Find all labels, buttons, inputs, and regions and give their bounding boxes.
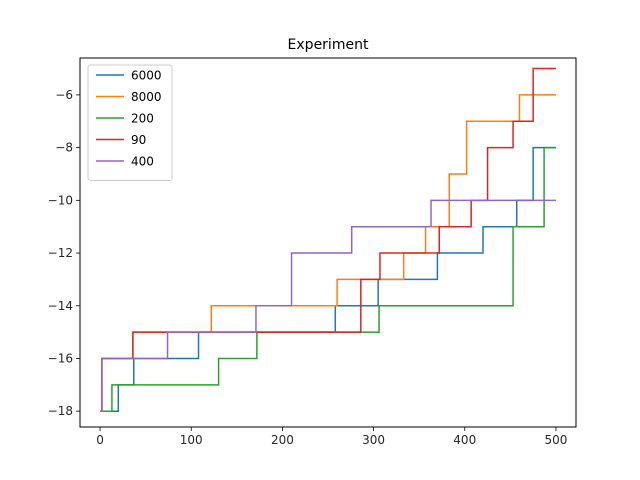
series-line-400 bbox=[100, 199, 556, 412]
plot-frame bbox=[79, 57, 577, 428]
x-tick-label: 200 bbox=[271, 433, 294, 447]
series-line-90 bbox=[100, 67, 556, 412]
x-tick-label: 100 bbox=[180, 433, 203, 447]
legend-label: 90 bbox=[131, 133, 146, 147]
x-tick-label: 300 bbox=[362, 433, 385, 447]
y-tick-label: −6 bbox=[55, 88, 73, 102]
x-tick-label: 500 bbox=[544, 433, 567, 447]
y-axis-ticks: −18 −16 −14 −12 −10 −8 −6 bbox=[48, 88, 80, 418]
y-tick-label: −18 bbox=[48, 404, 73, 418]
series-line-200 bbox=[100, 146, 556, 412]
legend-label: 200 bbox=[131, 112, 154, 126]
y-tick-label: −8 bbox=[55, 141, 73, 155]
y-tick-label: −12 bbox=[48, 246, 73, 260]
series-layer bbox=[100, 67, 556, 412]
legend-label: 400 bbox=[131, 155, 154, 169]
y-tick-label: −14 bbox=[48, 299, 73, 313]
y-tick-label: −16 bbox=[48, 351, 73, 365]
legend: 6000 8000 200 90 400 bbox=[87, 64, 173, 181]
x-tick-label: 400 bbox=[453, 433, 476, 447]
x-tick-label: 0 bbox=[96, 433, 104, 447]
chart-title: Experiment bbox=[288, 37, 369, 53]
y-tick-label: −10 bbox=[48, 193, 73, 207]
x-axis-ticks: 0 100 200 300 400 500 bbox=[96, 427, 567, 447]
legend-label: 6000 bbox=[131, 69, 162, 83]
legend-box bbox=[87, 64, 173, 181]
legend-label: 8000 bbox=[131, 90, 162, 104]
